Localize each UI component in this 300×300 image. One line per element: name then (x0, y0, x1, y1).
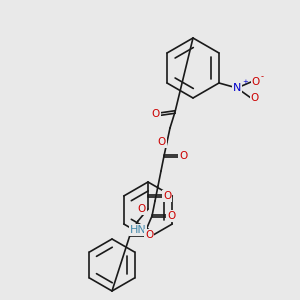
Text: +: + (242, 79, 248, 85)
Text: O: O (252, 77, 260, 87)
Text: O: O (152, 109, 160, 119)
Text: O: O (163, 191, 171, 201)
Text: O: O (167, 211, 175, 221)
Text: -: - (261, 72, 264, 81)
Text: O: O (138, 204, 146, 214)
Text: O: O (179, 151, 187, 161)
Text: O: O (145, 230, 153, 240)
Text: O: O (158, 137, 166, 147)
Text: HN: HN (130, 225, 146, 235)
Text: O: O (251, 93, 259, 103)
Text: N: N (233, 83, 241, 93)
